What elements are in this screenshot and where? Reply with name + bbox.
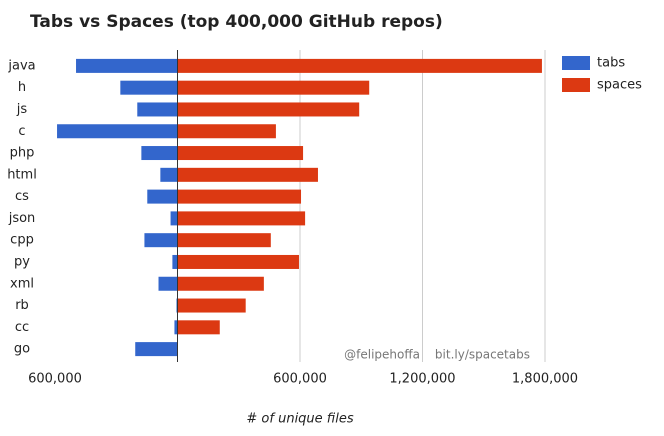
y-tick-label: html — [7, 167, 37, 182]
y-tick-label: cpp — [10, 233, 34, 248]
bar — [174, 320, 178, 335]
bar — [176, 298, 178, 313]
y-tick-label: go — [14, 342, 30, 357]
bar — [177, 211, 306, 226]
bar — [172, 254, 178, 269]
x-tick-label: 1,800,000 — [512, 372, 578, 387]
bar — [177, 58, 542, 73]
y-tick-label: cc — [15, 320, 29, 335]
bar — [177, 320, 220, 335]
bar — [57, 124, 178, 139]
y-tick-label: h — [18, 80, 26, 95]
bar — [177, 254, 299, 269]
y-tick-label: js — [16, 102, 28, 117]
legend-label: tabs — [597, 56, 625, 71]
y-tick-label: php — [10, 146, 35, 161]
bar — [76, 58, 178, 73]
bar — [177, 298, 246, 313]
y-tick-label: json — [8, 211, 36, 226]
bar — [177, 233, 271, 248]
bar — [158, 276, 178, 291]
y-tick-label: cs — [15, 189, 29, 204]
chart-title: Tabs vs Spaces (top 400,000 GitHub repos… — [30, 12, 443, 32]
bar — [147, 189, 178, 204]
bar — [160, 167, 178, 182]
y-tick-label: xml — [10, 276, 34, 291]
x-tick-label: 1,200,000 — [389, 372, 455, 387]
x-tick-label: 600,000 — [273, 372, 327, 387]
bar — [170, 211, 178, 226]
bar — [177, 146, 304, 161]
legend-swatch — [562, 56, 590, 70]
x-tick-label: 600,000 — [28, 372, 82, 387]
annotation: @felipehoffa — [344, 348, 420, 362]
bar — [177, 276, 264, 291]
bar — [137, 102, 178, 117]
y-tick-label: java — [7, 58, 35, 73]
bar — [177, 167, 318, 182]
annotation: bit.ly/spacetabs — [435, 348, 530, 362]
x-axis-label: # of unique files — [246, 412, 353, 427]
bar — [135, 342, 178, 357]
y-tick-label: c — [18, 124, 25, 139]
y-tick-label: rb — [15, 298, 29, 313]
bar — [177, 102, 360, 117]
bar — [144, 233, 178, 248]
bar — [141, 146, 178, 161]
legend-label: spaces — [597, 78, 642, 93]
bar — [177, 124, 276, 139]
bar — [177, 189, 302, 204]
bar — [120, 80, 178, 95]
bar — [177, 80, 370, 95]
legend-swatch — [562, 78, 590, 92]
y-tick-label: py — [14, 254, 30, 269]
